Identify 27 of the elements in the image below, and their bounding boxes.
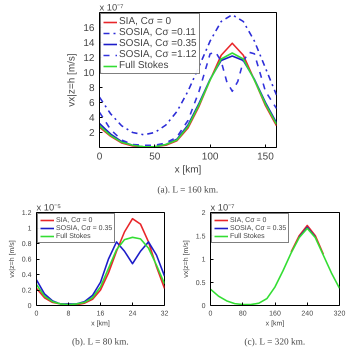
y-tick-label: 10 xyxy=(83,68,95,79)
y-tick-label: 6 xyxy=(88,98,95,109)
text: x 10⁻⁵ xyxy=(36,202,62,212)
text: (c). L = 320 km. xyxy=(244,338,306,348)
x-tick-label: 50 xyxy=(149,152,161,162)
x-tick-label: 0 xyxy=(96,152,103,162)
line-series xyxy=(290,224,324,256)
legend-label: Full Stokes xyxy=(119,60,168,71)
legend-label: SOSIA, Cσ =0.35 xyxy=(119,38,197,49)
text: x 10⁻⁷ xyxy=(100,2,124,12)
y-tick-label: 8 xyxy=(88,83,95,94)
legend-label: SOSIA, Cσ =1.12 xyxy=(119,49,197,60)
y-tick-label: 4 xyxy=(88,113,95,124)
legend-label: SOSIA, Cσ =0.11 xyxy=(119,27,196,38)
text: x 10⁻⁷ xyxy=(210,202,235,212)
y-tick-label: 2 xyxy=(88,128,95,139)
line-series xyxy=(100,14,276,136)
x-tick-label: 150 xyxy=(257,152,274,162)
y-tick-label: 12 xyxy=(83,53,95,64)
y-tick-label: 14 xyxy=(83,38,95,49)
y-axis-title: vx|z=h [m/s] xyxy=(66,53,78,107)
text: (a). L = 160 km. xyxy=(157,186,218,196)
text: (b). L = 80 km. xyxy=(72,338,129,348)
legend-label: SIA, Cσ = 0 xyxy=(119,16,172,27)
x-axis-title: x [km] xyxy=(174,164,202,176)
y-tick-label: 16 xyxy=(83,23,95,34)
x-tick-label: 100 xyxy=(202,152,219,162)
